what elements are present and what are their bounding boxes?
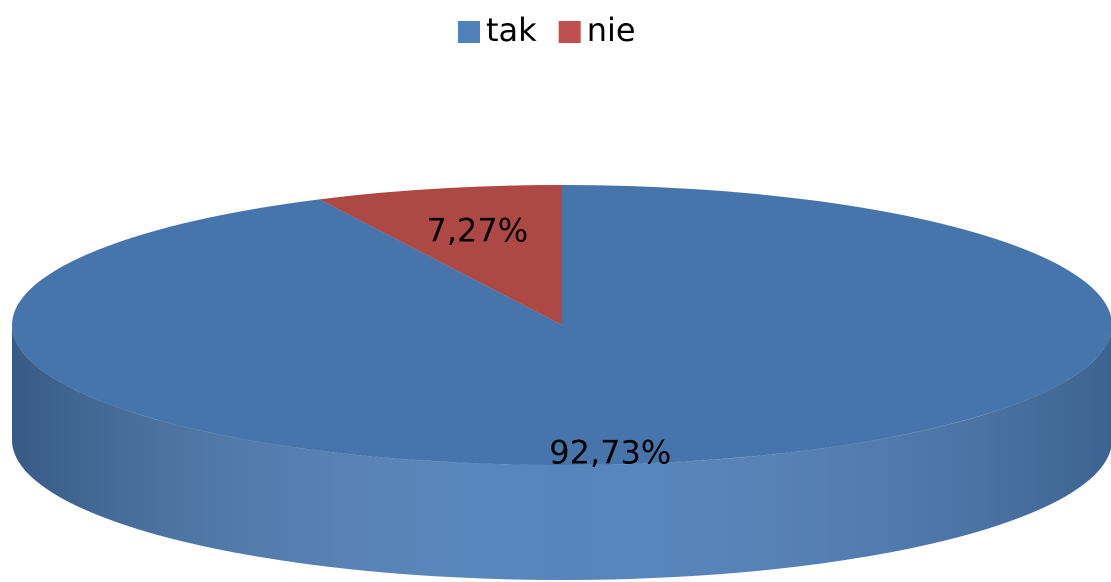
pie-slice: [12, 185, 1111, 465]
data-label: 7,27%: [426, 211, 528, 249]
pie-side-shade: [12, 325, 1111, 580]
legend-swatch: [558, 21, 581, 43]
legend-swatch: [458, 21, 480, 43]
legend-label: nie: [587, 11, 636, 49]
pie-slice: [319, 185, 562, 325]
legend-label: tak: [486, 11, 537, 49]
data-label: 92,73%: [549, 434, 671, 472]
